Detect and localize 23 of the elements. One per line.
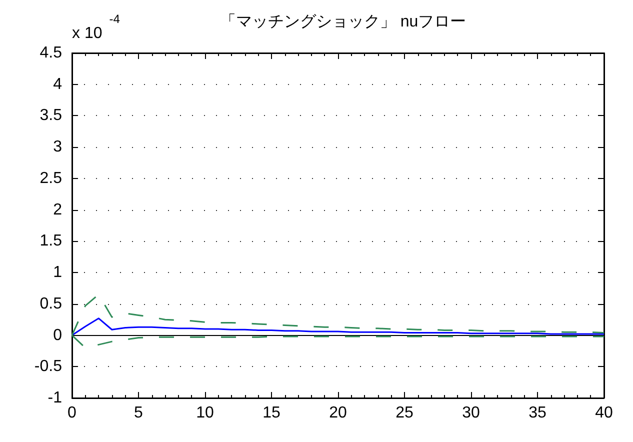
y-tick-label: 4 (53, 76, 62, 93)
x-tick-label: 40 (595, 404, 613, 422)
x-tick-label: 25 (396, 404, 414, 422)
y-tick-label: 2 (53, 201, 62, 218)
x-tick-label: 30 (462, 404, 480, 422)
line-series (71, 318, 605, 336)
x-tick-label: 15 (262, 404, 280, 422)
y-tick-label: -0.5 (34, 358, 62, 376)
y-tick-label: 0 (53, 326, 62, 344)
y-tick-label: 3 (53, 138, 62, 156)
y-tick-label: 4.5 (40, 44, 62, 62)
chart-title: 「マッチングショック」 nuフロー (220, 14, 466, 30)
y-tick-label: 3.5 (40, 107, 62, 124)
x-tick-label: 35 (528, 404, 546, 422)
y-tick-label: 2.5 (40, 170, 62, 187)
x-tick-label: 5 (134, 404, 144, 422)
x-tick-label: 20 (329, 404, 347, 422)
x-tick-label: 0 (68, 404, 77, 422)
x-tick-label: 10 (196, 404, 214, 422)
y-tick-label: 0.5 (40, 295, 62, 312)
y-tick-label: 1 (53, 264, 62, 282)
y-tick-label: -1 (48, 390, 62, 406)
y-tick-label: 1.5 (40, 232, 62, 250)
